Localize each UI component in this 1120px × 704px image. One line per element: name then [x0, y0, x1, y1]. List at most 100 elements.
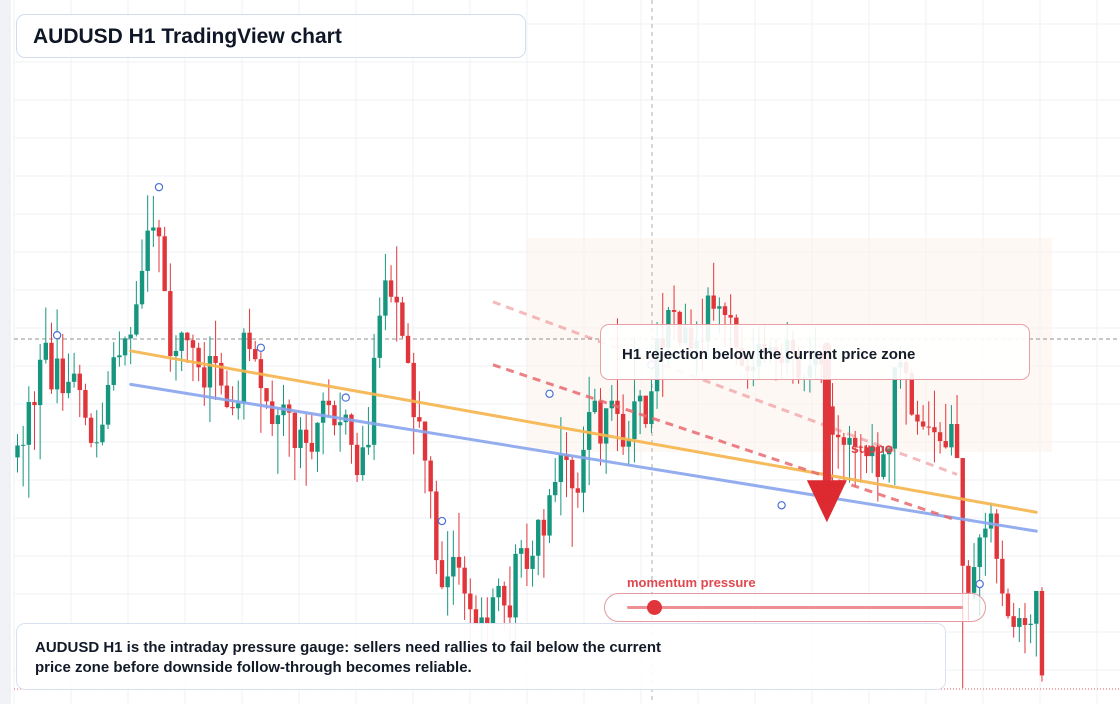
candle-body — [71, 373, 77, 382]
candle-body — [122, 338, 128, 356]
candle-body — [77, 373, 82, 391]
candle-body — [1017, 618, 1022, 627]
candle-body — [405, 335, 411, 363]
candle-body — [926, 426, 931, 428]
pivot-marker — [52, 331, 62, 340]
candle-body — [1034, 590, 1039, 624]
candle-body — [586, 412, 592, 450]
candle-body — [54, 358, 60, 390]
page-title: AUDUSD H1 TradingView chart — [33, 25, 342, 48]
candle-body — [236, 403, 241, 409]
candle-body — [881, 454, 886, 477]
candle-body — [428, 460, 433, 492]
candle-body — [592, 400, 598, 413]
candle-body — [394, 296, 399, 303]
candle-body — [836, 434, 841, 438]
candle-body — [224, 385, 230, 408]
candle-body — [434, 491, 439, 561]
candle-body — [151, 227, 156, 231]
momentum-gauge[interactable] — [604, 593, 986, 622]
candle-body — [298, 429, 303, 448]
candle-body — [553, 481, 558, 496]
candle-body — [479, 617, 484, 625]
candle-body — [26, 401, 32, 445]
candle-body — [649, 391, 654, 425]
candle-body — [94, 442, 99, 444]
candle-body — [581, 449, 586, 493]
candle-body — [983, 528, 988, 538]
candle-body — [1011, 616, 1016, 627]
candle-body — [547, 495, 552, 536]
candle-body — [445, 576, 450, 588]
candle-body — [190, 340, 196, 348]
candle-body — [168, 291, 173, 356]
candle-body — [417, 417, 422, 422]
candle-body — [564, 454, 569, 460]
candle-body — [1039, 590, 1045, 676]
candle-body — [377, 315, 382, 358]
pivot-marker — [437, 516, 447, 526]
candle-body — [315, 422, 320, 452]
candle-body — [717, 306, 722, 309]
candle-body — [671, 310, 677, 312]
candle-body — [841, 437, 847, 445]
candle-body — [468, 593, 473, 610]
candle-body — [88, 417, 94, 443]
candle-body — [943, 441, 948, 448]
rejection-callout: H1 rejection below the current price zon… — [600, 324, 1030, 380]
candle-body — [326, 400, 331, 406]
candle-body — [994, 513, 999, 559]
candle-body — [519, 548, 524, 554]
candle-body — [15, 445, 20, 458]
candle-body — [354, 444, 360, 476]
candle-body — [32, 401, 37, 406]
candle-body — [609, 400, 614, 409]
summary-text: AUDUSD H1 is the intraday pressure gauge… — [35, 639, 662, 676]
candle-body — [388, 280, 394, 297]
candle-body — [462, 567, 467, 594]
candle-body — [886, 448, 892, 455]
candle-body — [456, 556, 462, 568]
candle-body — [530, 555, 535, 569]
candle-body — [971, 567, 977, 593]
candle-body — [728, 315, 733, 318]
candle-body — [439, 560, 445, 588]
candle-body — [156, 227, 162, 237]
candle-body — [371, 357, 377, 445]
candle-body — [569, 459, 575, 489]
candle-body — [960, 458, 965, 566]
pivot-marker — [341, 393, 350, 402]
candle-body — [292, 412, 298, 448]
candle-body — [230, 407, 235, 409]
candle-body — [43, 342, 48, 360]
candle-body — [603, 408, 609, 444]
candle-body — [309, 442, 315, 452]
candle-body — [620, 413, 626, 447]
candle-body — [558, 454, 564, 482]
candle-body — [598, 400, 603, 444]
candle-body — [411, 362, 416, 418]
candle-body — [490, 597, 496, 624]
pivot-marker — [256, 343, 266, 352]
candle-body — [241, 332, 247, 404]
candle-body — [932, 427, 937, 433]
candle-body — [722, 306, 728, 316]
candle-body — [173, 350, 179, 356]
candle-body — [496, 585, 501, 598]
candle-body — [1005, 593, 1011, 617]
candle-body — [852, 437, 858, 447]
summary-card: AUDUSD H1 is the intraday pressure gauge… — [16, 623, 946, 690]
candle-body — [502, 585, 507, 606]
trendline — [129, 382, 1038, 533]
trendlines[interactable] — [129, 300, 1038, 533]
gauge-track — [627, 606, 963, 609]
candle-body — [83, 390, 88, 418]
callout-text: H1 rejection below the current price zon… — [622, 346, 916, 363]
gauge-knob[interactable] — [646, 600, 662, 615]
candle-body — [949, 424, 954, 448]
candle-body — [270, 401, 275, 425]
candle-body — [485, 617, 490, 624]
title-card: AUDUSD H1 TradingView chart — [16, 14, 526, 58]
candle-body — [117, 355, 122, 358]
gauge-label: momentum pressure — [627, 575, 756, 590]
